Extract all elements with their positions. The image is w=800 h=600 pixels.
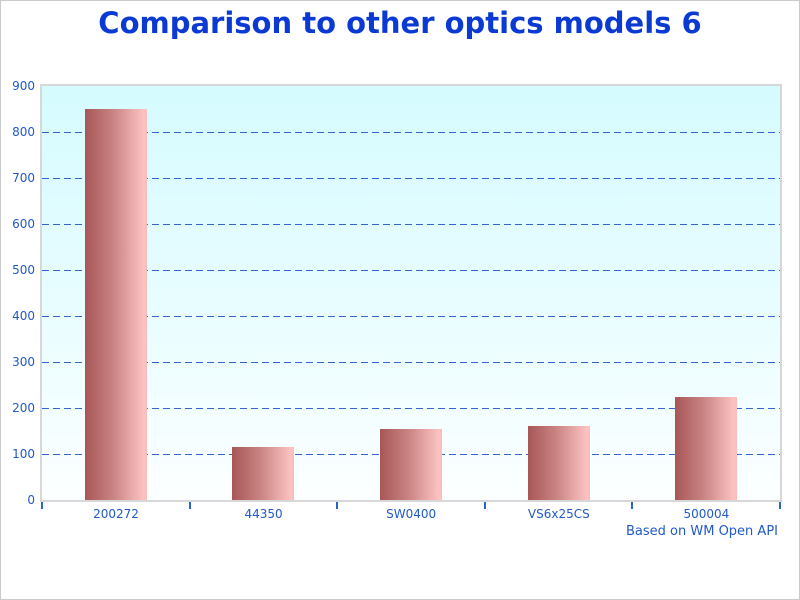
x-tick-2 (336, 502, 339, 509)
x-axis-label-44350: 44350 (244, 507, 283, 521)
bar-VS6x25CS (527, 426, 590, 500)
y-axis-label-200: 200 (12, 401, 35, 415)
y-axis-label-800: 800 (12, 125, 35, 139)
gridline-800 (42, 132, 780, 133)
x-tick-5 (779, 502, 781, 509)
bar-SW0400 (380, 428, 442, 500)
y-axis-label-400: 400 (12, 309, 35, 323)
x-axis-label-200272: 200272 (93, 507, 139, 521)
x-tick-0 (41, 502, 43, 509)
gridline-600 (42, 224, 780, 225)
gridline-300 (42, 362, 780, 363)
chart-title: Comparison to other optics models 6 (98, 6, 702, 40)
y-axis-label-900: 900 (12, 79, 35, 93)
x-axis-label-SW0400: SW0400 (386, 507, 437, 521)
y-axis-label-100: 100 (12, 447, 35, 461)
gridline-700 (42, 178, 780, 179)
x-tick-4 (631, 502, 634, 509)
x-tick-1 (188, 502, 191, 509)
y-axis-label-300: 300 (12, 355, 35, 369)
bar-200272 (84, 109, 147, 500)
y-axis-label-500: 500 (12, 263, 35, 277)
gridline-400 (42, 316, 780, 317)
footer-note: Based on WM Open API (626, 524, 778, 539)
x-tick-3 (483, 502, 486, 509)
bar-500004 (675, 396, 738, 500)
gridline-500 (42, 270, 780, 271)
y-axis-label-600: 600 (12, 217, 35, 231)
plot-area (40, 84, 782, 502)
bar-44350 (232, 447, 295, 500)
gridline-200 (42, 408, 780, 409)
y-axis-label-0: 0 (27, 493, 35, 507)
x-axis-label-500004: 500004 (683, 507, 730, 521)
y-axis-label-700: 700 (12, 171, 35, 185)
x-axis-label-VS6x25CS: VS6x25CS (527, 507, 590, 521)
